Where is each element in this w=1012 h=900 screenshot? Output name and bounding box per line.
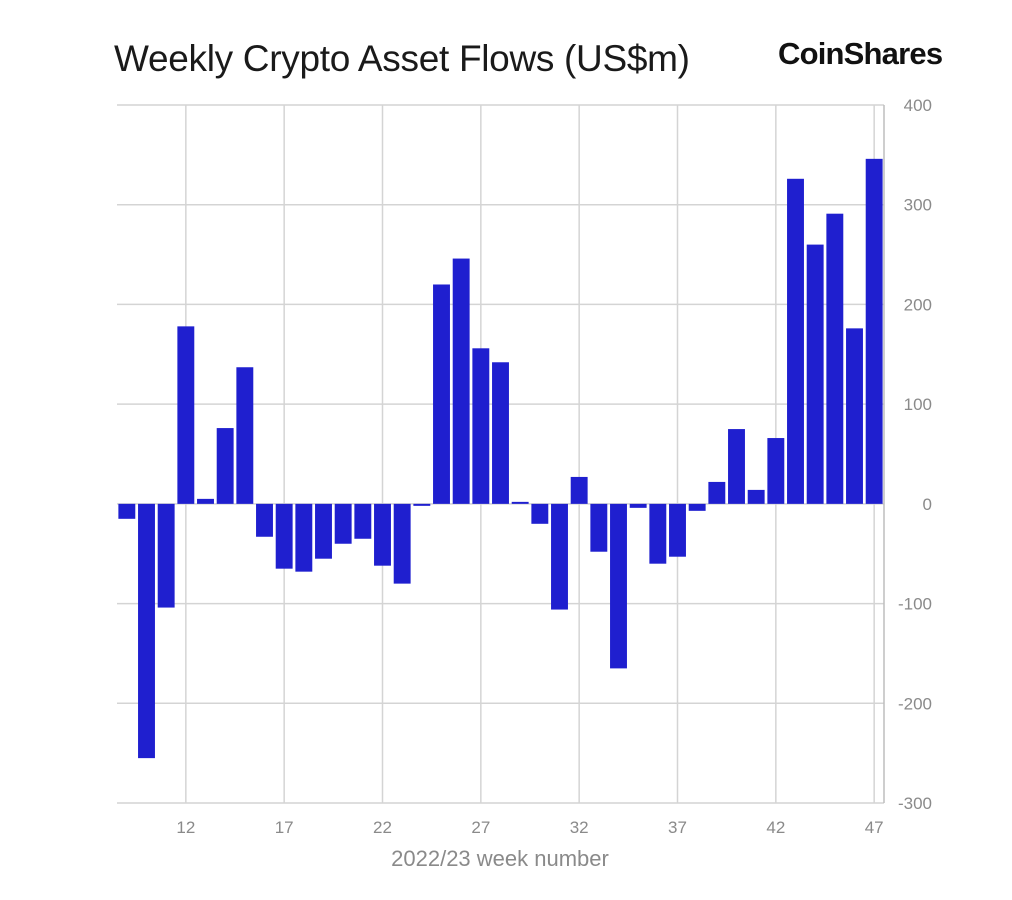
bar-week-10 (138, 503, 155, 759)
bar-week-12 (177, 326, 195, 504)
y-tick-label: 300 (904, 196, 932, 215)
chart-title: Weekly Crypto Asset Flows (US$m) (114, 38, 690, 79)
bar-week-24 (413, 503, 431, 506)
axis-layer: 400 300 200 100 0 -100 -200 -300 12 17 22 27 32 37 42 4… (176, 96, 932, 837)
bar-week-21 (354, 503, 372, 539)
bar-week-29 (511, 501, 529, 504)
x-tick-label: 22 (373, 818, 392, 837)
bar-week-41 (747, 489, 765, 504)
bar-week-34 (610, 503, 627, 669)
y-tick-label: -100 (898, 595, 932, 614)
bar-week-35 (629, 503, 647, 508)
y-tick-label: -200 (898, 694, 932, 713)
bars-layer (118, 158, 883, 759)
bar-week-31 (551, 503, 568, 610)
bar-week-40 (728, 429, 745, 504)
bar-week-43 (787, 178, 804, 504)
bar-week-30 (531, 503, 549, 524)
bar-week-36 (649, 503, 667, 564)
y-tick-label: -300 (898, 794, 932, 813)
bar-week-42 (767, 438, 785, 504)
bar-week-19 (315, 503, 332, 559)
x-tick-label: 47 (865, 818, 884, 837)
coinshares-logo: CoinShares (778, 36, 943, 71)
bar-week-25 (433, 284, 450, 504)
bar-week-39 (708, 481, 726, 504)
bar-week-16 (256, 503, 273, 537)
x-tick-label: 27 (471, 818, 490, 837)
x-tick-label: 12 (176, 818, 195, 837)
bar-week-20 (334, 503, 352, 544)
bar-week-37 (669, 503, 686, 557)
bar-week-44 (806, 244, 824, 504)
bar-week-38 (688, 503, 706, 511)
y-tick-label: 0 (923, 495, 932, 514)
y-tick-label: 400 (904, 96, 932, 115)
bar-week-47 (865, 158, 883, 504)
x-tick-label: 17 (275, 818, 294, 837)
bar-week-23 (393, 503, 411, 584)
bar-week-18 (295, 503, 313, 572)
y-tick-label: 100 (904, 395, 932, 414)
x-tick-label: 42 (766, 818, 785, 837)
bar-week-17 (275, 503, 293, 569)
x-axis-title: 2022/23 week number (391, 846, 609, 871)
bar-week-45 (826, 213, 844, 504)
bar-week-32 (570, 476, 588, 504)
bar-week-27 (472, 348, 490, 504)
y-tick-label: 200 (904, 295, 932, 314)
bar-week-26 (452, 258, 470, 504)
bar-week-14 (216, 428, 234, 504)
bar-week-28 (492, 362, 509, 504)
bar-week-22 (374, 503, 391, 566)
x-tick-label: 32 (570, 818, 589, 837)
bar-week-46 (846, 328, 863, 504)
x-tick-label: 37 (668, 818, 687, 837)
bar-week-33 (590, 503, 608, 552)
bar-week-11 (157, 503, 175, 608)
bar-week-13 (197, 498, 214, 504)
bar-week-9 (118, 503, 136, 519)
bar-week-15 (236, 367, 254, 504)
